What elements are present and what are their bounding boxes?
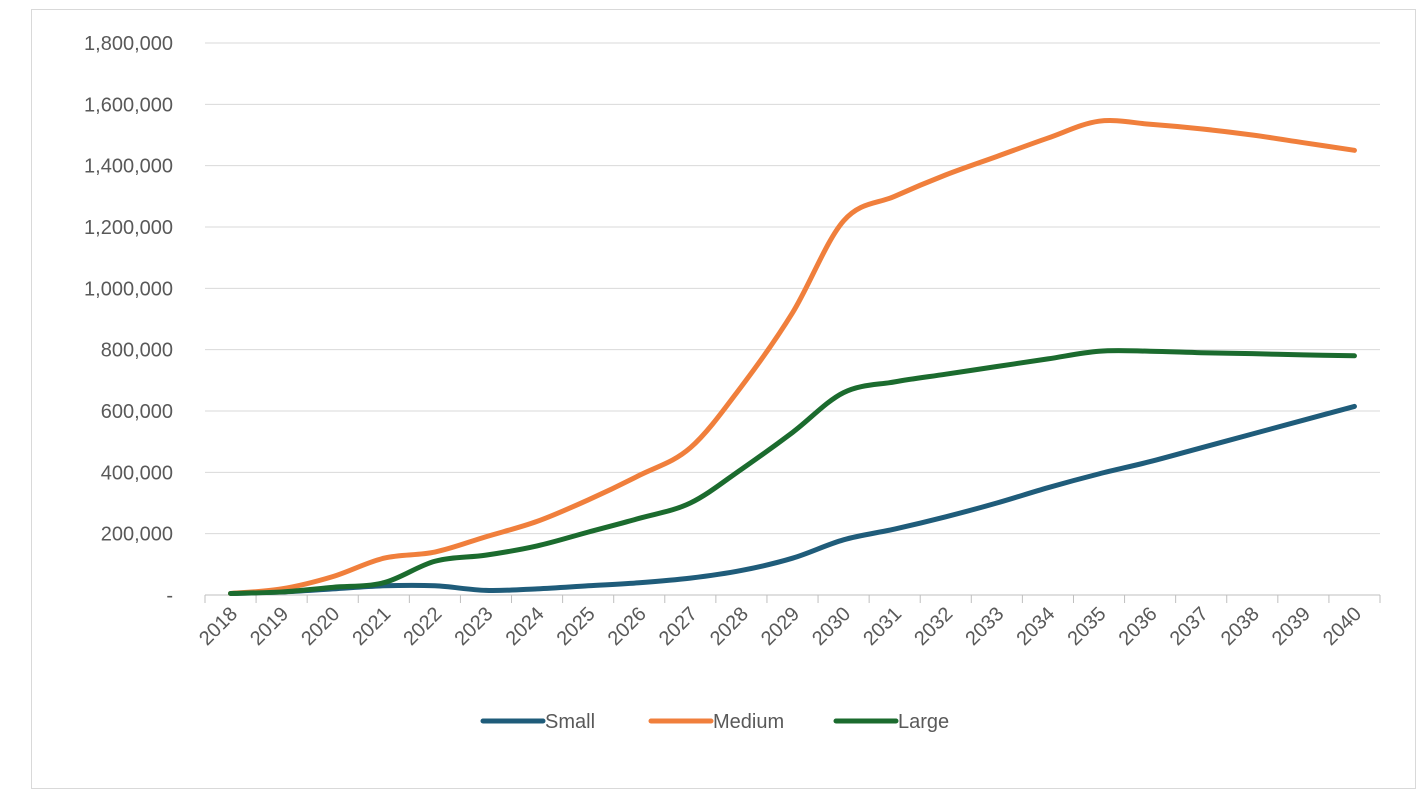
- legend-label-small: Small: [545, 711, 595, 733]
- y-tick-label: -: [166, 585, 173, 607]
- x-tick-label: 2030: [808, 603, 855, 650]
- y-tick-label: 600,000: [101, 401, 173, 423]
- x-tick-label: 2031: [859, 603, 906, 650]
- legend-label-large: Large: [898, 711, 949, 733]
- chart-frame: [31, 9, 1416, 789]
- y-tick-label: 1,400,000: [84, 156, 173, 178]
- y-tick-label: 800,000: [101, 340, 173, 362]
- y-tick-label: 1,800,000: [84, 33, 173, 55]
- x-tick-label: 2018: [195, 603, 242, 650]
- x-tick-label: 2029: [757, 603, 804, 650]
- x-tick-label: 2027: [655, 603, 702, 650]
- gridlines: [205, 42, 1380, 535]
- x-tick-label: 2034: [1012, 603, 1059, 650]
- x-tick-label: 2024: [502, 603, 549, 650]
- x-axis: [204, 594, 1381, 603]
- x-tick-label: 2032: [910, 603, 957, 650]
- x-tick-label: 2022: [399, 603, 446, 650]
- x-tick-label: 2040: [1319, 603, 1366, 650]
- x-tick-label: 2037: [1166, 603, 1213, 650]
- x-axis-tick-labels: 2018 2019 2020 2021 2022 2023 2024 2025 2026 2027…: [195, 603, 1366, 650]
- y-tick-label: 400,000: [101, 462, 173, 484]
- series-line-large: [228, 348, 1357, 596]
- x-tick-label: 2025: [553, 603, 600, 650]
- y-tick-label: 1,000,000: [84, 278, 173, 300]
- x-tick-label: 2039: [1268, 603, 1315, 650]
- legend: Small Medium Large: [480, 711, 949, 733]
- x-tick-label: 2033: [961, 603, 1008, 650]
- x-tick-label: 2026: [604, 603, 651, 650]
- x-tick-label: 2038: [1217, 603, 1264, 650]
- x-tick-label: 2028: [706, 603, 753, 650]
- y-axis-tick-labels: - 200,000 400,000 600,000 800,000 1,000,000 1,…: [84, 33, 173, 607]
- x-tick-label: 2021: [348, 603, 395, 650]
- series-line-small: [228, 403, 1357, 596]
- y-tick-label: 1,200,000: [84, 217, 173, 239]
- line-chart: - 200,000 400,000 600,000 800,000 1,000,000 1,…: [84, 33, 1381, 733]
- x-tick-label: 2020: [297, 603, 344, 650]
- x-tick-label: 2035: [1064, 603, 1111, 650]
- series-line-medium: [228, 118, 1357, 596]
- series-lines: [228, 118, 1357, 596]
- y-tick-label: 200,000: [101, 524, 173, 546]
- legend-label-medium: Medium: [713, 711, 784, 733]
- x-tick-label: 2019: [246, 603, 293, 650]
- y-tick-label: 1,600,000: [84, 94, 173, 116]
- x-tick-label: 2036: [1115, 603, 1162, 650]
- x-tick-label: 2023: [450, 603, 497, 650]
